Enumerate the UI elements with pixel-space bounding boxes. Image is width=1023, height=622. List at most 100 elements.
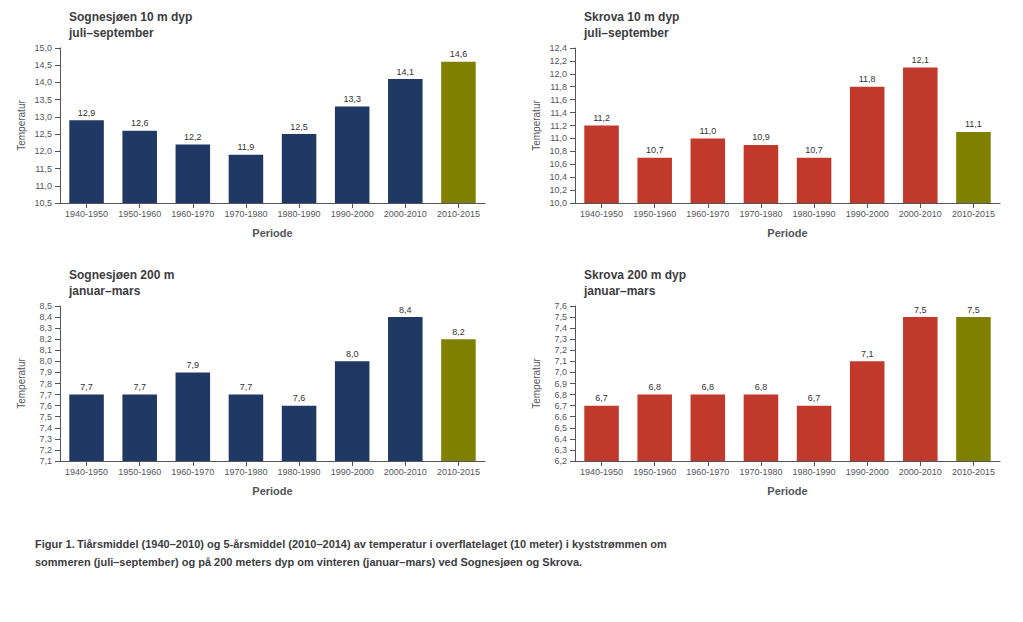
svg-text:juli–september: juli–september — [68, 26, 154, 40]
svg-text:2010-2015: 2010-2015 — [437, 209, 480, 219]
svg-text:10,6: 10,6 — [549, 159, 567, 169]
svg-text:12,0: 12,0 — [549, 69, 567, 79]
svg-text:Periode: Periode — [767, 485, 807, 497]
svg-text:6,9: 6,9 — [554, 379, 567, 389]
svg-text:7,5: 7,5 — [554, 312, 567, 322]
svg-text:7,9: 7,9 — [39, 367, 52, 377]
svg-text:11,0: 11,0 — [699, 126, 716, 136]
svg-text:6,5: 6,5 — [554, 423, 567, 433]
svg-text:12,2: 12,2 — [549, 56, 567, 66]
svg-text:11,6: 11,6 — [550, 95, 567, 105]
svg-text:14,5: 14,5 — [34, 60, 52, 70]
svg-text:12,0: 12,0 — [34, 146, 52, 156]
svg-text:6,7: 6,7 — [595, 393, 608, 403]
svg-text:7,8: 7,8 — [39, 379, 52, 389]
svg-text:1990-2000: 1990-2000 — [846, 209, 889, 219]
svg-text:13,5: 13,5 — [34, 95, 52, 105]
svg-text:2010-2015: 2010-2015 — [437, 467, 480, 477]
svg-text:1980-1990: 1980-1990 — [793, 467, 836, 477]
svg-text:Skrova 10 m dyp: Skrova 10 m dyp — [584, 10, 679, 24]
svg-text:7,4: 7,4 — [554, 323, 567, 333]
svg-text:sommeren (juli–september) og p: sommeren (juli–september) og på 200 mete… — [35, 556, 582, 568]
svg-text:11,2: 11,2 — [550, 121, 567, 131]
svg-text:8,5: 8,5 — [39, 301, 52, 311]
svg-text:6,8: 6,8 — [648, 382, 661, 392]
svg-text:12,5: 12,5 — [34, 129, 52, 139]
svg-text:6,6: 6,6 — [554, 412, 567, 422]
svg-text:7,5: 7,5 — [39, 412, 52, 422]
svg-text:8,0: 8,0 — [346, 349, 359, 359]
svg-text:8,2: 8,2 — [39, 334, 52, 344]
svg-text:7,7: 7,7 — [80, 382, 93, 392]
svg-text:13,0: 13,0 — [34, 112, 52, 122]
svg-text:7,3: 7,3 — [554, 334, 567, 344]
svg-text:10,0: 10,0 — [549, 198, 567, 208]
svg-text:11,1: 11,1 — [965, 119, 982, 129]
svg-text:7,4: 7,4 — [39, 423, 52, 433]
svg-text:8,4: 8,4 — [399, 305, 412, 315]
svg-text:juli–september: juli–september — [583, 26, 669, 40]
svg-text:7,5: 7,5 — [914, 305, 927, 315]
svg-text:2000-2010: 2000-2010 — [899, 209, 942, 219]
svg-text:1980-1990: 1980-1990 — [278, 467, 321, 477]
svg-text:7,6: 7,6 — [554, 301, 567, 311]
svg-text:12,2: 12,2 — [184, 132, 202, 142]
svg-text:12,4: 12,4 — [549, 43, 567, 53]
svg-text:6,4: 6,4 — [554, 434, 567, 444]
svg-text:2010-2015: 2010-2015 — [952, 467, 995, 477]
svg-text:6,7: 6,7 — [554, 401, 567, 411]
svg-text:1960-1970: 1960-1970 — [686, 209, 729, 219]
svg-text:7,6: 7,6 — [39, 401, 52, 411]
svg-text:7,5: 7,5 — [967, 305, 980, 315]
svg-text:2000-2010: 2000-2010 — [899, 467, 942, 477]
svg-text:7,2: 7,2 — [39, 445, 52, 455]
svg-text:11,9: 11,9 — [238, 142, 255, 152]
svg-text:Sognesjøen 10 m dyp: Sognesjøen 10 m dyp — [69, 10, 192, 24]
svg-text:7,7: 7,7 — [240, 382, 253, 392]
svg-text:12,1: 12,1 — [912, 55, 930, 65]
svg-text:10,4: 10,4 — [549, 172, 567, 182]
svg-text:10,7: 10,7 — [805, 145, 823, 155]
svg-text:10,8: 10,8 — [549, 146, 567, 156]
svg-text:11,5: 11,5 — [35, 164, 52, 174]
svg-text:8,4: 8,4 — [39, 312, 52, 322]
svg-text:8,1: 8,1 — [39, 345, 52, 355]
svg-text:Figur 1. Tiårsmiddel (1940–201: Figur 1. Tiårsmiddel (1940–2010) og 5-år… — [35, 538, 667, 550]
svg-text:10,7: 10,7 — [646, 145, 664, 155]
svg-text:1950-1960: 1950-1960 — [118, 467, 161, 477]
svg-text:7,1: 7,1 — [39, 456, 52, 466]
svg-text:14,1: 14,1 — [397, 67, 415, 77]
svg-text:6,8: 6,8 — [554, 390, 567, 400]
svg-text:12,6: 12,6 — [131, 118, 149, 128]
svg-text:2000-2010: 2000-2010 — [384, 467, 427, 477]
svg-text:1950-1960: 1950-1960 — [633, 467, 676, 477]
svg-text:7,1: 7,1 — [554, 356, 567, 366]
svg-text:14,0: 14,0 — [34, 77, 52, 87]
svg-text:Temperatur: Temperatur — [531, 100, 542, 151]
svg-text:6,3: 6,3 — [554, 445, 567, 455]
svg-text:Temperatur: Temperatur — [16, 358, 27, 409]
svg-text:1940-1950: 1940-1950 — [65, 209, 108, 219]
svg-text:1960-1970: 1960-1970 — [171, 209, 214, 219]
svg-text:11,0: 11,0 — [35, 181, 52, 191]
svg-text:14,6: 14,6 — [450, 49, 468, 59]
svg-text:1980-1990: 1980-1990 — [793, 209, 836, 219]
svg-text:1990-2000: 1990-2000 — [331, 467, 374, 477]
svg-text:1970-1980: 1970-1980 — [224, 467, 267, 477]
svg-text:januar–mars: januar–mars — [583, 284, 656, 298]
svg-text:12,5: 12,5 — [290, 122, 308, 132]
svg-text:Temperatur: Temperatur — [531, 358, 542, 409]
svg-text:11,2: 11,2 — [593, 113, 610, 123]
svg-text:Periode: Periode — [252, 485, 292, 497]
svg-text:Sognesjøen 200 m: Sognesjøen 200 m — [69, 268, 174, 282]
svg-text:1940-1950: 1940-1950 — [580, 209, 623, 219]
svg-text:6,7: 6,7 — [808, 393, 821, 403]
svg-text:Periode: Periode — [252, 227, 292, 239]
svg-text:Temperatur: Temperatur — [16, 100, 27, 151]
svg-text:januar–mars: januar–mars — [68, 284, 141, 298]
svg-text:8,0: 8,0 — [39, 356, 52, 366]
svg-text:7,1: 7,1 — [861, 349, 874, 359]
svg-text:1990-2000: 1990-2000 — [331, 209, 374, 219]
svg-text:11,0: 11,0 — [550, 133, 567, 143]
svg-text:2000-2010: 2000-2010 — [384, 209, 427, 219]
